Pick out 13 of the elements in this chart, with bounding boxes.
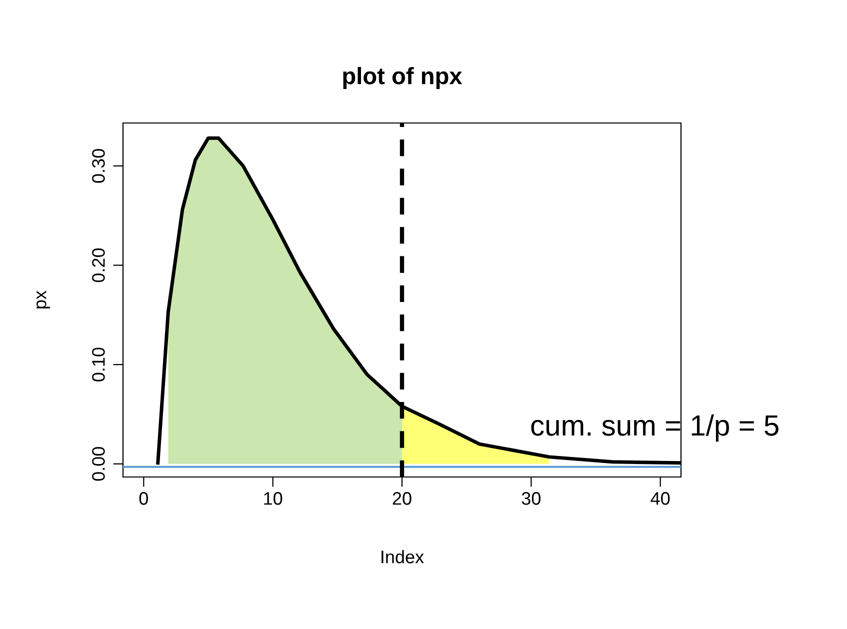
x-tick-label: 0 xyxy=(139,492,148,505)
y-tick-label: 0.30 xyxy=(92,149,105,183)
chart-title: plot of npx xyxy=(343,67,462,90)
x-tick-label: 20 xyxy=(392,492,412,505)
y-tick-label: 0.20 xyxy=(92,248,105,282)
y-tick-label: 0.00 xyxy=(92,447,105,481)
y-tick-label: 0.10 xyxy=(92,348,105,382)
x-tick-label: 30 xyxy=(522,492,541,505)
y-axis-title: px xyxy=(36,290,50,308)
x-tick-label: 10 xyxy=(264,492,282,505)
x-tick-label: 40 xyxy=(650,492,670,505)
annotation: cum. sum = 1/p = 5 xyxy=(531,414,778,442)
x-axis-title: Index xyxy=(382,550,424,564)
